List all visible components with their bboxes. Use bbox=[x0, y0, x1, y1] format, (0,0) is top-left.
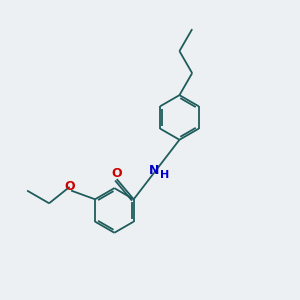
Text: N: N bbox=[149, 164, 160, 178]
Text: O: O bbox=[64, 180, 75, 194]
Text: O: O bbox=[111, 167, 122, 180]
Text: H: H bbox=[160, 170, 169, 180]
